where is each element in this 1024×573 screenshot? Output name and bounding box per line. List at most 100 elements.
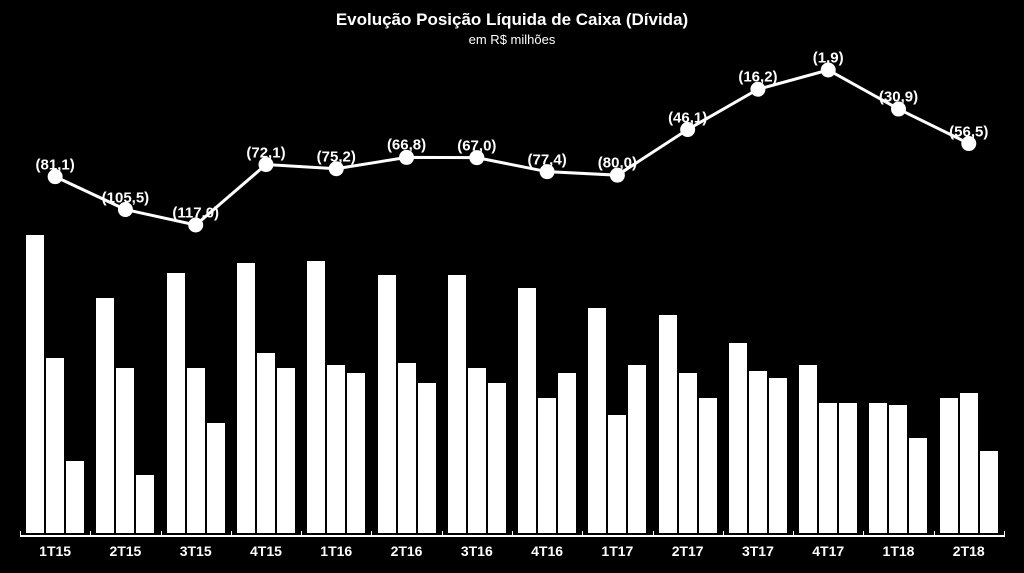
x-tick xyxy=(1004,531,1005,537)
x-axis-label: 3T16 xyxy=(442,543,512,559)
bar xyxy=(418,383,436,533)
line-value-label: (72,1) xyxy=(246,144,285,161)
x-tick xyxy=(653,531,654,537)
x-tick xyxy=(793,531,794,537)
x-tick xyxy=(934,531,935,537)
bar xyxy=(588,308,606,533)
bar xyxy=(799,365,817,533)
chart-subtitle: em R$ milhões xyxy=(0,32,1024,47)
x-axis-label: 1T16 xyxy=(301,543,371,559)
x-axis-label: 4T17 xyxy=(793,543,863,559)
bar-group xyxy=(512,288,582,533)
bar xyxy=(96,298,114,533)
x-axis-label: 4T16 xyxy=(512,543,582,559)
bar xyxy=(448,275,466,533)
bar xyxy=(679,373,697,533)
trend-line xyxy=(55,70,969,225)
x-tick xyxy=(723,531,724,537)
bar-group xyxy=(161,273,231,533)
x-axis-label: 2T16 xyxy=(372,543,442,559)
bar xyxy=(699,398,717,533)
x-tick xyxy=(582,531,583,537)
bar xyxy=(347,373,365,533)
bar xyxy=(378,275,396,533)
bar-group xyxy=(793,365,863,533)
x-axis-label: 1T15 xyxy=(20,543,90,559)
bar xyxy=(769,378,787,533)
bar xyxy=(237,263,255,533)
line-value-label: (16,2) xyxy=(738,69,777,86)
x-axis-label: 2T18 xyxy=(934,543,1004,559)
bar xyxy=(538,398,556,533)
bar xyxy=(398,363,416,533)
line-value-label: (67,0) xyxy=(457,137,496,154)
line-value-label: (80,0) xyxy=(598,155,637,172)
line-value-label: (105,5) xyxy=(102,189,150,206)
x-axis-label: 1T18 xyxy=(864,543,934,559)
bar xyxy=(257,353,275,533)
bar-group xyxy=(653,315,723,533)
bar xyxy=(207,423,225,533)
chart-container: Evolução Posição Líquida de Caixa (Dívid… xyxy=(0,0,1024,573)
x-axis-label: 4T15 xyxy=(231,543,301,559)
line-value-label: (1,9) xyxy=(813,50,844,67)
x-axis-label: 2T15 xyxy=(90,543,160,559)
bar-group xyxy=(723,343,793,533)
bar-group xyxy=(371,275,441,533)
bar-group xyxy=(863,403,933,533)
line-value-label: (81,1) xyxy=(36,156,75,173)
bar xyxy=(729,343,747,533)
bar xyxy=(980,451,998,533)
bar xyxy=(819,403,837,533)
bar xyxy=(659,315,677,533)
bar xyxy=(960,393,978,533)
x-tick xyxy=(371,531,372,537)
bar xyxy=(889,405,907,533)
bar xyxy=(468,368,486,533)
bar xyxy=(46,358,64,533)
bar xyxy=(869,403,887,533)
chart-title: Evolução Posição Líquida de Caixa (Dívid… xyxy=(0,10,1024,30)
line-value-label: (77,4) xyxy=(528,151,567,168)
bar xyxy=(66,461,84,533)
bar xyxy=(518,288,536,533)
bar xyxy=(136,475,154,533)
x-tick xyxy=(90,531,91,537)
bar-group xyxy=(231,263,301,533)
bar xyxy=(909,438,927,533)
bar xyxy=(608,415,626,533)
bar-group xyxy=(301,261,371,533)
bars-area xyxy=(20,233,1004,533)
line-value-label: (46,1) xyxy=(668,109,707,126)
bar xyxy=(839,403,857,533)
bar-group xyxy=(90,298,160,533)
x-tick xyxy=(20,531,21,537)
bar xyxy=(628,365,646,533)
bar xyxy=(277,368,295,533)
bar xyxy=(26,235,44,533)
bar xyxy=(116,368,134,533)
x-tick xyxy=(863,531,864,537)
x-tick xyxy=(512,531,513,537)
bar xyxy=(749,371,767,533)
line-value-label: (30,9) xyxy=(879,89,918,106)
x-axis-label: 1T17 xyxy=(582,543,652,559)
line-value-label: (117,0) xyxy=(172,205,219,222)
x-tick xyxy=(301,531,302,537)
bar xyxy=(488,383,506,533)
line-value-label: (66,8) xyxy=(387,137,426,154)
bar xyxy=(558,373,576,533)
line-value-label: (75,2) xyxy=(317,148,356,165)
line-value-label: (56,5) xyxy=(949,123,988,140)
x-axis-label: 2T17 xyxy=(653,543,723,559)
bar xyxy=(940,398,958,533)
bar xyxy=(327,365,345,533)
bar xyxy=(187,368,205,533)
x-axis-labels: 1T152T153T154T151T162T163T164T161T172T17… xyxy=(20,537,1004,567)
bar-group xyxy=(582,308,652,533)
bar-group xyxy=(442,275,512,533)
bar xyxy=(167,273,185,533)
x-tick xyxy=(161,531,162,537)
bar-group xyxy=(20,235,90,533)
x-axis-label: 3T17 xyxy=(723,543,793,559)
